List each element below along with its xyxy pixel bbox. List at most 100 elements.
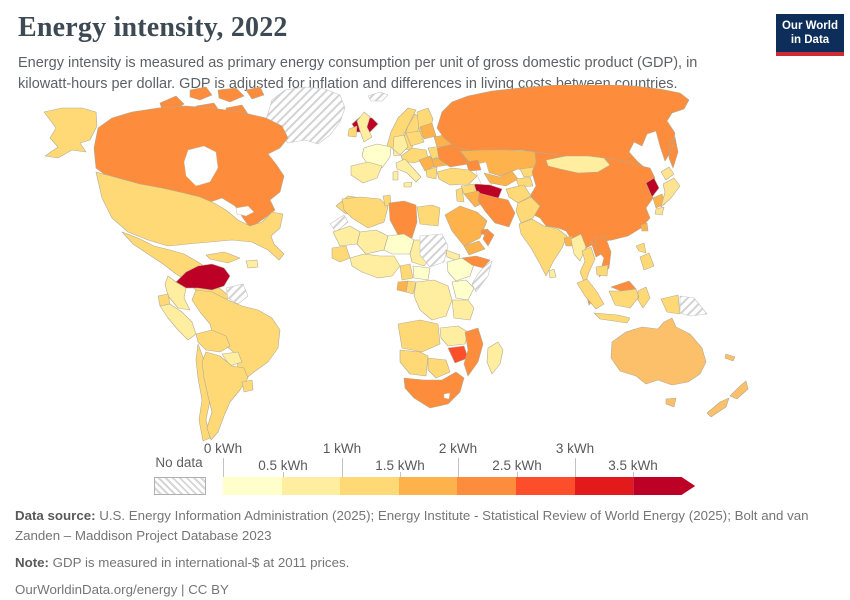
country-uae[interactable]: [480, 228, 489, 236]
owid-logo-line2: in Data: [790, 34, 830, 47]
country-new-zealand[interactable]: [706, 380, 749, 418]
country-greenland[interactable]: [265, 86, 346, 145]
country-somalia[interactable]: [471, 260, 493, 293]
country-madagascar[interactable]: [486, 341, 504, 375]
country-uruguay[interactable]: [241, 379, 254, 393]
country-australia[interactable]: [610, 317, 707, 408]
country-spain[interactable]: [350, 161, 383, 184]
country-mozambique[interactable]: [463, 327, 484, 377]
country-congo[interactable]: [405, 280, 417, 295]
country-mali[interactable]: [356, 229, 389, 255]
legend-tick-0_5: 0.5 kWh: [258, 458, 308, 473]
country-south-africa[interactable]: [403, 371, 465, 409]
country-usa[interactable]: [95, 171, 285, 261]
country-west-africa[interactable]: [349, 253, 401, 279]
country-guyana-suriname[interactable]: [225, 283, 249, 305]
country-turkey[interactable]: [436, 167, 478, 186]
legend-bin[interactable]: [574, 477, 634, 495]
country-venezuela[interactable]: [175, 263, 231, 291]
country-papua-new-guinea[interactable]: [679, 295, 708, 317]
country-hispaniola[interactable]: [245, 259, 259, 269]
legend-bin[interactable]: [281, 477, 341, 495]
country-brazil[interactable]: [191, 289, 281, 381]
country-thailand[interactable]: [579, 246, 596, 285]
country-botswana[interactable]: [427, 357, 451, 379]
legend-bin[interactable]: [633, 477, 696, 495]
country-uganda-kenya[interactable]: [451, 279, 475, 301]
country-jordan-israel[interactable]: [455, 187, 465, 203]
country-italy[interactable]: [392, 158, 422, 188]
country-poland[interactable]: [405, 130, 425, 147]
country-baltics[interactable]: [419, 122, 437, 140]
owid-logo[interactable]: Our World in Data: [776, 14, 844, 56]
legend-tick-1: 1 kWh: [322, 441, 362, 456]
country-svalbard[interactable]: [367, 91, 389, 102]
chart-subtitle: Energy intensity is measured as primary …: [18, 55, 698, 93]
country-zambia[interactable]: [439, 325, 469, 347]
country-taiwan[interactable]: [640, 222, 649, 232]
separator: |: [177, 581, 189, 597]
country-niger[interactable]: [383, 233, 415, 255]
country-dr-congo[interactable]: [413, 279, 453, 321]
country-peru[interactable]: [159, 303, 197, 341]
country-argentina[interactable]: [201, 351, 249, 441]
legend-color-scale: [223, 477, 696, 495]
country-sudan[interactable]: [419, 233, 449, 268]
country-senegal[interactable]: [331, 245, 351, 263]
country-namibia[interactable]: [399, 349, 429, 377]
country-cuba[interactable]: [205, 251, 241, 264]
country-yemen[interactable]: [463, 240, 486, 256]
country-algeria[interactable]: [341, 196, 389, 229]
country-egypt[interactable]: [416, 204, 441, 227]
country-afghanistan[interactable]: [505, 184, 532, 204]
note-line: Note: GDP is measured in international-$…: [15, 553, 837, 573]
legend-tick-3_5: 3.5 kWh: [608, 458, 658, 473]
legend-tickline: [342, 458, 343, 477]
country-philippines[interactable]: [635, 242, 655, 271]
country-caucasus[interactable]: [465, 159, 482, 172]
country-tajikistan[interactable]: [515, 176, 534, 188]
country-new-caledonia[interactable]: [724, 353, 736, 362]
legend-bin[interactable]: [398, 477, 458, 495]
country-india[interactable]: [518, 218, 568, 277]
country-saudi-arabia[interactable]: [444, 205, 488, 247]
great-lakes: [235, 205, 255, 217]
country-central-african-republic[interactable]: [412, 265, 431, 281]
legend-tick-1_5: 1.5 kWh: [375, 458, 425, 473]
lesotho: [443, 392, 451, 400]
country-tanzania[interactable]: [451, 299, 475, 321]
country-pakistan[interactable]: [515, 196, 541, 224]
country-cambodia[interactable]: [595, 264, 609, 277]
legend-bin[interactable]: [340, 477, 399, 495]
legend-bin[interactable]: [515, 477, 575, 495]
country-indonesia[interactable]: [576, 278, 681, 324]
country-western-sahara[interactable]: [329, 214, 349, 233]
country-germany[interactable]: [392, 134, 409, 156]
country-libya[interactable]: [388, 200, 418, 239]
country-somaliland[interactable]: [461, 255, 491, 269]
legend-bin[interactable]: [457, 477, 516, 495]
country-bolivia[interactable]: [195, 329, 231, 353]
attribution-line: OurWorldinData.org/energy | CC BY: [15, 580, 837, 600]
owid-link[interactable]: OurWorldinData.org/energy: [15, 581, 178, 597]
country-japan[interactable]: [654, 166, 681, 216]
legend-bin[interactable]: [223, 477, 282, 495]
country-ireland[interactable]: [347, 125, 358, 138]
data-source-text: U.S. Energy Information Administration (…: [15, 508, 809, 543]
country-greece[interactable]: [425, 166, 438, 180]
country-sri-lanka[interactable]: [548, 268, 557, 279]
legend-no-data-swatch[interactable]: [154, 477, 206, 495]
country-mongolia[interactable]: [545, 155, 611, 174]
country-angola[interactable]: [397, 319, 441, 353]
legend-tick-0: 0 kWh: [203, 441, 243, 456]
country-united-kingdom[interactable]: [356, 111, 373, 143]
country-iran[interactable]: [477, 192, 516, 228]
legend-tickline: [517, 472, 518, 477]
note-text: GDP is measured in international-$ at 20…: [48, 554, 350, 570]
country-alaska[interactable]: [43, 107, 98, 159]
data-source-label: Data source:: [15, 508, 96, 523]
owid-logo-line1: Our World: [781, 20, 838, 32]
country-cameroon[interactable]: [399, 263, 414, 281]
country-france[interactable]: [361, 143, 392, 169]
country-north-korea[interactable]: [645, 177, 660, 198]
